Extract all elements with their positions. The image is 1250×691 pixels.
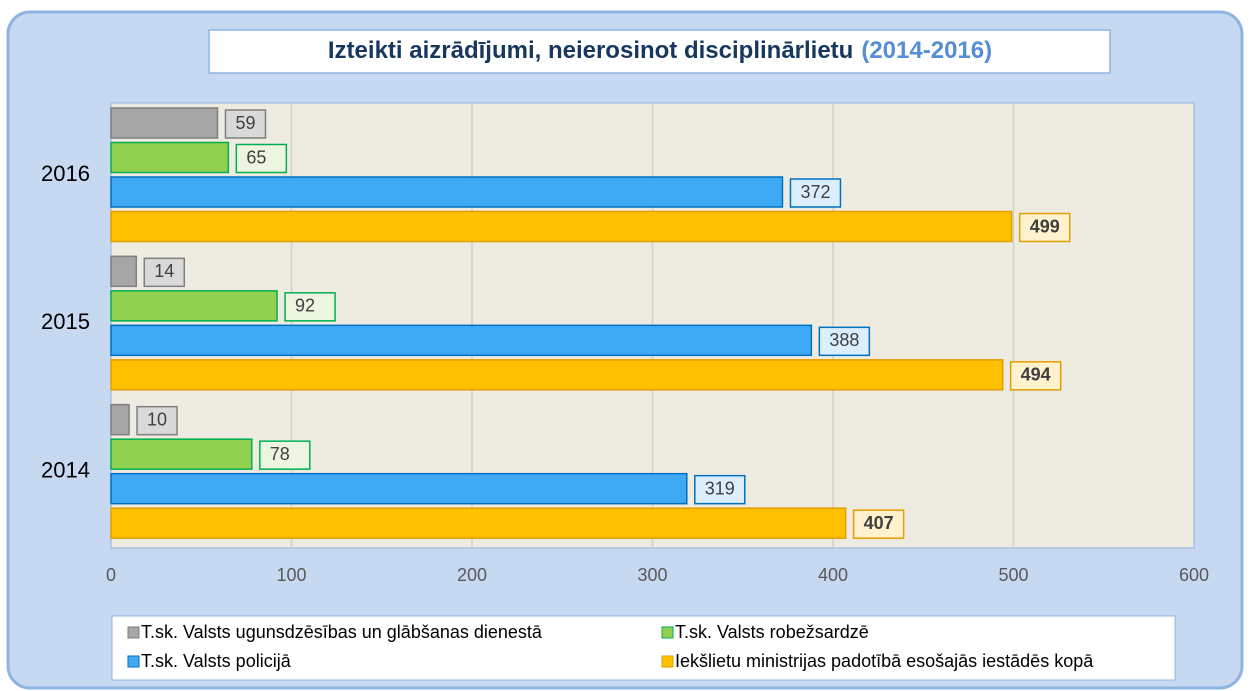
x-tick-label: 100 xyxy=(276,565,306,585)
data-label: 494 xyxy=(1021,365,1051,385)
bar xyxy=(110,210,1013,243)
data-label: 65 xyxy=(246,147,266,167)
data-label: 14 xyxy=(154,261,174,281)
legend-label: T.sk. Valsts policijā xyxy=(141,651,292,671)
data-label: 78 xyxy=(270,444,290,464)
legend-swatch xyxy=(127,626,140,639)
data-label: 59 xyxy=(235,113,255,133)
data-label-box xyxy=(694,474,746,505)
data-label-box xyxy=(259,440,311,470)
bar xyxy=(110,507,847,539)
title-box xyxy=(208,29,1111,74)
bar xyxy=(110,255,138,288)
bar xyxy=(110,176,784,208)
x-tick-label: 200 xyxy=(457,565,487,585)
y-tick-label: 2014 xyxy=(41,457,90,482)
bar xyxy=(110,107,219,139)
data-label-box xyxy=(1018,212,1071,243)
legend-swatch xyxy=(661,626,674,639)
data-label: 319 xyxy=(705,478,735,498)
data-label: 10 xyxy=(147,409,167,429)
x-tick-label: 500 xyxy=(998,565,1028,585)
bar xyxy=(110,290,278,322)
data-label-box xyxy=(852,509,905,539)
data-label: 499 xyxy=(1030,216,1060,236)
data-label: 92 xyxy=(295,296,315,316)
data-label: 407 xyxy=(864,513,894,533)
data-label-box xyxy=(136,405,178,436)
data-label: 388 xyxy=(829,330,859,350)
bar xyxy=(110,324,813,357)
y-tick-label: 2016 xyxy=(41,161,90,186)
data-label: 372 xyxy=(800,182,830,202)
x-tick-label: 400 xyxy=(818,565,848,585)
legend-swatch xyxy=(661,655,674,668)
data-label-box xyxy=(235,143,288,174)
bar xyxy=(110,403,130,436)
x-tick-label: 300 xyxy=(637,565,667,585)
data-label-box xyxy=(818,326,871,357)
y-tick-label: 2015 xyxy=(41,309,90,334)
legend-swatch xyxy=(127,655,140,668)
data-label-box xyxy=(143,257,186,288)
data-label-box xyxy=(284,292,336,322)
data-label-box xyxy=(1009,361,1062,391)
x-tick-label: 0 xyxy=(106,565,116,585)
bar xyxy=(110,141,230,174)
chart-title: Izteikti aizrādījumi, neierosinot discip… xyxy=(328,37,992,64)
bar xyxy=(110,472,688,505)
legend-label: Iekšlietu ministrijas padotībā esošajās … xyxy=(675,651,1094,671)
legend-label: T.sk. Valsts robežsardzē xyxy=(675,622,869,642)
legend-label: T.sk. Valsts ugunsdzēsības un glābšanas … xyxy=(141,622,543,642)
data-label-box xyxy=(789,178,842,208)
data-label-box xyxy=(224,109,267,139)
bar xyxy=(110,359,1004,391)
x-tick-label: 600 xyxy=(1179,565,1209,585)
legend-box xyxy=(111,615,1176,681)
bar xyxy=(110,438,253,470)
